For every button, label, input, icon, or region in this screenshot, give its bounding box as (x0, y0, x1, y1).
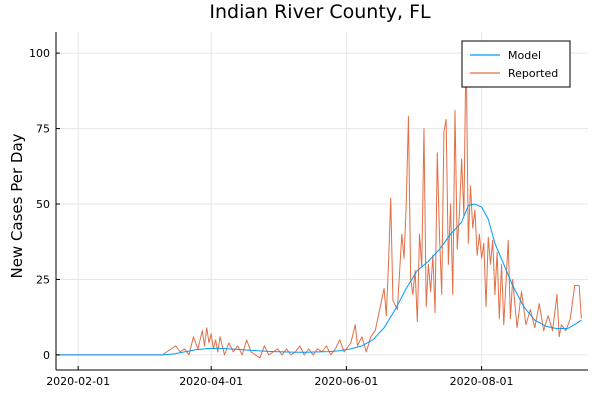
x-tick-label: 2020-08-01 (450, 375, 514, 388)
series-line-reported (56, 40, 582, 359)
y-axis-label: New Cases Per Day (8, 133, 26, 278)
legend-box (461, 40, 571, 88)
legend-label-reported: Reported (508, 67, 558, 80)
y-tick-label: 25 (36, 273, 50, 286)
legend-label-model: Model (508, 49, 541, 62)
x-tick-label: 2020-04-01 (179, 375, 243, 388)
x-tick-label: 2020-02-01 (46, 375, 110, 388)
series-group (56, 40, 582, 359)
legend: Model Reported (461, 40, 571, 88)
grid (56, 32, 588, 370)
x-tick-label: 2020-06-01 (314, 375, 378, 388)
y-tick-label: 75 (36, 123, 50, 136)
axes: 2020-02-01 2020-04-01 2020-06-01 2020-08-01… (29, 32, 588, 388)
y-tick-label: 0 (43, 349, 50, 362)
y-tick-label: 50 (36, 198, 50, 211)
series-line-model (56, 203, 582, 356)
y-tick-label: 100 (29, 47, 50, 60)
chart-title: Indian River County, FL (209, 1, 431, 23)
